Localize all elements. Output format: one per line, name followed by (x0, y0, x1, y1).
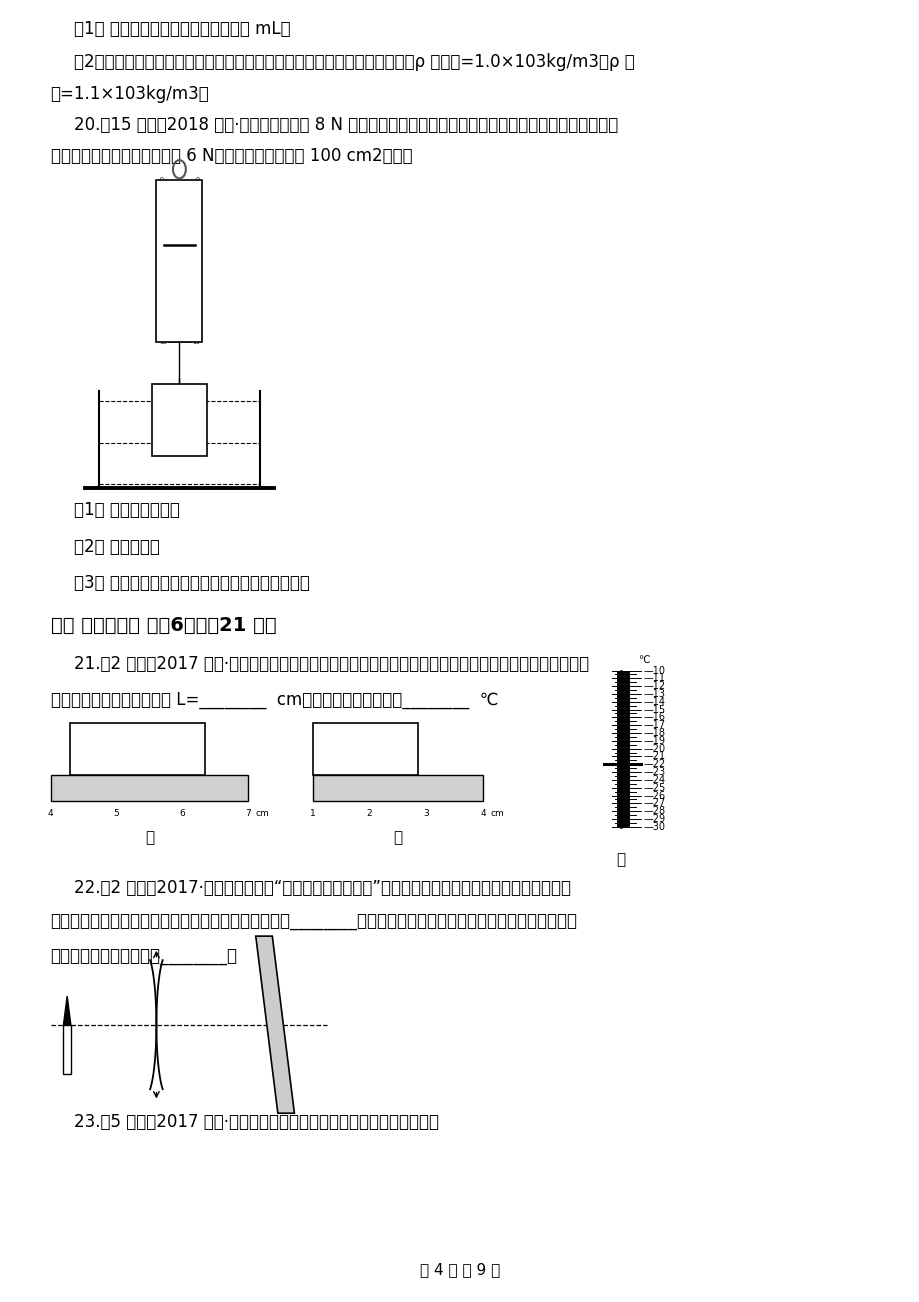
Text: 21.（2 分）（2017 八上·肥城期末）如图所示，小明和小林分别用甲、乙两图测量同一物体的长度，其中正: 21.（2 分）（2017 八上·肥城期末）如图所示，小明和小林分别用甲、乙两图… (74, 655, 588, 673)
Text: 甲: 甲 (145, 829, 153, 845)
Text: 2: 2 (367, 809, 372, 818)
Text: cm: cm (490, 809, 504, 818)
Text: —19: —19 (643, 736, 665, 746)
Bar (51, 775, 248, 801)
Bar (156, 180, 202, 342)
Bar (63, 1025, 71, 1074)
Text: 第 4 页 八 9 页: 第 4 页 八 9 页 (419, 1262, 500, 1277)
Text: —21: —21 (643, 751, 665, 762)
Text: —25: —25 (643, 783, 665, 793)
Text: 0: 0 (196, 177, 199, 182)
Text: 丙: 丙 (616, 852, 625, 867)
Text: （1） 每个矿泉水瓶的容积至少要多少 mL？: （1） 每个矿泉水瓶的容积至少要多少 mL？ (74, 20, 289, 38)
Text: —26: —26 (643, 790, 665, 801)
Text: 4: 4 (480, 809, 485, 818)
Text: —22: —22 (643, 759, 665, 769)
Text: cm: cm (255, 809, 269, 818)
Text: 4: 4 (159, 242, 163, 247)
Text: 6: 6 (159, 275, 163, 280)
Bar (312, 775, 482, 801)
Text: 20.（15 分）（2018 八下·庐江期末）重为 8 N 的物体挂在弹簧测力计下面，浸没到如图所示圆柱形容器的水: 20.（15 分）（2018 八下·庐江期末）重为 8 N 的物体挂在弹簧测力计… (74, 116, 618, 134)
Text: 乙: 乙 (393, 829, 402, 845)
Text: —17: —17 (643, 720, 665, 730)
Text: 所示时，恰能在光屏上成一个清晰的像，该像的性质为________（包括倒立或正立、放大或缩小、虚像或实像），: 所示时，恰能在光屏上成一个清晰的像，该像的性质为________（包括倒立或正立… (51, 913, 577, 931)
Text: —11: —11 (643, 673, 665, 684)
Text: 23.（5 分）（2017 八上·道真期末）小王用天平和量筒测量矿石的密度，: 23.（5 分）（2017 八上·道真期末）小王用天平和量筒测量矿石的密度， (74, 1113, 438, 1131)
Text: 8: 8 (159, 307, 163, 312)
Text: —29: —29 (643, 814, 665, 824)
Text: 5: 5 (114, 809, 119, 818)
Text: —15: —15 (643, 704, 665, 715)
Text: 6: 6 (179, 809, 185, 818)
Polygon shape (255, 936, 294, 1113)
Text: 3: 3 (423, 809, 428, 818)
Text: 四、 实验探究题 （八6题；八21 分）: 四、 实验探究题 （八6题；八21 分） (51, 616, 276, 634)
Text: 0: 0 (159, 177, 163, 182)
Text: （2）若用该矿泉水瓶来装家庭常用的酱油，装满后至少能装多少的酱油？（ρ 矿泉水=1.0×103kg/m3，ρ 酱: （2）若用该矿泉水瓶来装家庭常用的酱油，装满后至少能装多少的酱油？（ρ 矿泉水=… (74, 53, 634, 72)
Text: —14: —14 (643, 697, 665, 707)
Text: —30: —30 (643, 822, 665, 832)
Bar (71, 723, 205, 775)
Text: —10: —10 (643, 665, 665, 676)
Text: —23: —23 (643, 767, 665, 777)
Polygon shape (63, 996, 71, 1025)
Text: 4: 4 (48, 809, 53, 818)
Text: 确的测量结果是物体的长度 L=________  cm；图丙温度计的示数为________  ℃: 确的测量结果是物体的长度 L=________ cm；图丙温度计的示数为____… (51, 691, 497, 710)
Text: 7: 7 (245, 809, 251, 818)
Text: 4: 4 (196, 242, 199, 247)
Text: 22.（2 分）（2017·老河口模拟）在“探究凸透镜成像规律”的实验中，当蜡烛、凸透镜和光屏位置如图: 22.（2 分）（2017·老河口模拟）在“探究凸透镜成像规律”的实验中，当蜡烛… (74, 879, 570, 897)
Text: （1） 物体受到的浮力: （1） 物体受到的浮力 (74, 501, 179, 519)
Text: 1: 1 (310, 809, 315, 818)
Text: 10: 10 (192, 340, 199, 345)
Text: （3） 物体浸没水中后，容器对水平桌面增大的压强: （3） 物体浸没水中后，容器对水平桌面增大的压强 (74, 574, 309, 592)
Bar (312, 723, 418, 775)
Text: 利用此成像原理可以制成________。: 利用此成像原理可以制成________。 (51, 948, 237, 966)
Bar (152, 384, 207, 456)
Text: ℃: ℃ (637, 655, 649, 665)
Text: —28: —28 (643, 806, 665, 816)
Text: —13: —13 (643, 689, 665, 699)
Text: —16: —16 (643, 712, 665, 723)
Text: 6: 6 (196, 275, 199, 280)
Text: 2: 2 (159, 210, 163, 215)
Text: 2: 2 (196, 210, 199, 215)
Text: 10: 10 (159, 340, 166, 345)
Text: 中，此时弹簧测力计的示数为 6 N，已知容器底面积为 100 cm2。求：: 中，此时弹簧测力计的示数为 6 N，已知容器底面积为 100 cm2。求： (51, 147, 412, 165)
Text: —18: —18 (643, 728, 665, 738)
Text: —24: —24 (643, 775, 665, 785)
Text: —12: —12 (643, 681, 665, 691)
Text: —20: —20 (643, 743, 665, 754)
Text: —27: —27 (643, 798, 665, 809)
Text: 8: 8 (196, 307, 199, 312)
Text: 油=1.1×103kg/m3）: 油=1.1×103kg/m3） (51, 85, 210, 103)
Text: （2） 物体的密度: （2） 物体的密度 (74, 538, 159, 556)
